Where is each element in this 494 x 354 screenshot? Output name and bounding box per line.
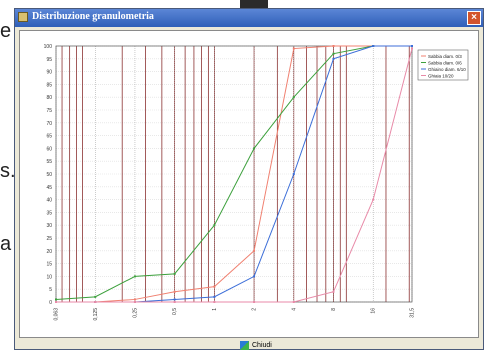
legend-entry: Ghiaino diam. 6/10 — [428, 67, 466, 72]
series-point — [372, 198, 375, 201]
x-tick-label: 16 — [371, 308, 377, 314]
series-point — [55, 301, 57, 303]
y-tick-label: 30 — [46, 223, 52, 229]
legend-entry: Sabbia diam. 0/6 — [428, 60, 462, 65]
window-titlebar[interactable]: Distribuzione granulometria × — [15, 9, 483, 27]
series-point — [173, 301, 176, 303]
y-tick-label: 80 — [46, 95, 52, 101]
y-tick-label: 10 — [46, 274, 52, 280]
x-tick-label: 0,25 — [132, 308, 138, 318]
window-title: Distribuzione granulometria — [32, 11, 154, 22]
y-tick-label: 5 — [49, 287, 52, 293]
series-line — [56, 45, 412, 303]
y-tick-label: 75 — [46, 108, 52, 114]
series-point — [173, 298, 176, 301]
series-point — [332, 57, 335, 60]
y-tick-label: 100 — [44, 44, 53, 50]
close-button[interactable]: Chiudi — [240, 339, 272, 351]
series-point — [94, 295, 97, 298]
legend-box — [417, 49, 469, 81]
series-point — [292, 96, 295, 99]
y-tick-label: 25 — [46, 236, 52, 242]
y-tick-label: 45 — [46, 185, 52, 191]
series-point — [292, 301, 295, 303]
y-tick-label: 40 — [46, 198, 52, 204]
background-text-3: a — [0, 233, 12, 255]
series-point — [411, 45, 413, 47]
y-tick-label: 20 — [46, 249, 52, 255]
series-point — [213, 285, 216, 288]
legend-entry: Ghiaia 10/20 — [428, 73, 454, 78]
granulometry-window: Distribuzione granulometria × 0 5 10 15 20 25… — [14, 8, 484, 350]
window-close-button[interactable]: × — [467, 11, 481, 25]
series-point — [173, 272, 176, 275]
y-tick-label: 70 — [46, 121, 52, 127]
series-point — [253, 147, 256, 150]
series-point — [253, 301, 256, 303]
series-line — [55, 45, 412, 300]
x-tick-label: 1 — [212, 308, 218, 311]
background-text-2: s. — [0, 160, 16, 182]
y-tick-label: 85 — [46, 82, 52, 88]
series-point — [173, 290, 176, 293]
series-point — [332, 52, 335, 55]
series-point — [55, 298, 57, 301]
x-tick-label: 4 — [291, 308, 297, 311]
series-point — [133, 275, 136, 278]
y-tick-label: 65 — [46, 134, 52, 140]
bottom-bar: Chiudi — [15, 338, 483, 350]
y-tick-label: 35 — [46, 210, 52, 216]
series-point — [213, 295, 216, 298]
series-point — [372, 45, 375, 47]
x-tick-label: 31,5 — [410, 308, 416, 318]
granulometry-chart: 0510152025303540455055606570758085909510… — [44, 44, 469, 321]
y-tick-label: 50 — [46, 172, 52, 178]
x-tick-label: 0,5 — [172, 308, 178, 315]
y-tick-label: 15 — [46, 262, 52, 268]
app-icon — [18, 12, 28, 22]
series-point — [213, 301, 216, 303]
close-button-label: Chiudi — [252, 341, 272, 349]
background-text-1: e — [0, 20, 12, 42]
chart-panel: 0 5 10 15 20 25 30 35 40 45 50 55 60 65 70 75 80 85 90 95 10… — [19, 30, 479, 338]
y-tick-label: 95 — [46, 57, 52, 63]
series-line — [56, 48, 413, 303]
close-app-icon — [240, 340, 249, 350]
series-point — [332, 290, 335, 293]
x-tick-label: 2 — [252, 308, 258, 311]
series-point — [133, 301, 136, 303]
series-point — [411, 47, 413, 50]
y-tick-label: 55 — [46, 159, 52, 165]
y-tick-label: 60 — [46, 146, 52, 152]
x-tick-label: 0,063 — [54, 308, 60, 321]
series-point — [332, 45, 335, 47]
series-point — [213, 224, 216, 227]
series-point — [292, 47, 295, 50]
background-dark-bar — [240, 0, 268, 8]
x-tick-label: 0,125 — [93, 308, 99, 321]
legend-entry: Sabbia diam. 0/3 — [428, 54, 462, 59]
y-tick-label: 90 — [46, 70, 52, 76]
series-point — [292, 173, 295, 175]
series-point — [94, 301, 97, 303]
series-point — [253, 249, 256, 252]
series-point — [133, 298, 136, 301]
series-point — [253, 275, 256, 278]
x-tick-label: 8 — [331, 308, 337, 311]
y-tick-label: 0 — [49, 300, 52, 306]
